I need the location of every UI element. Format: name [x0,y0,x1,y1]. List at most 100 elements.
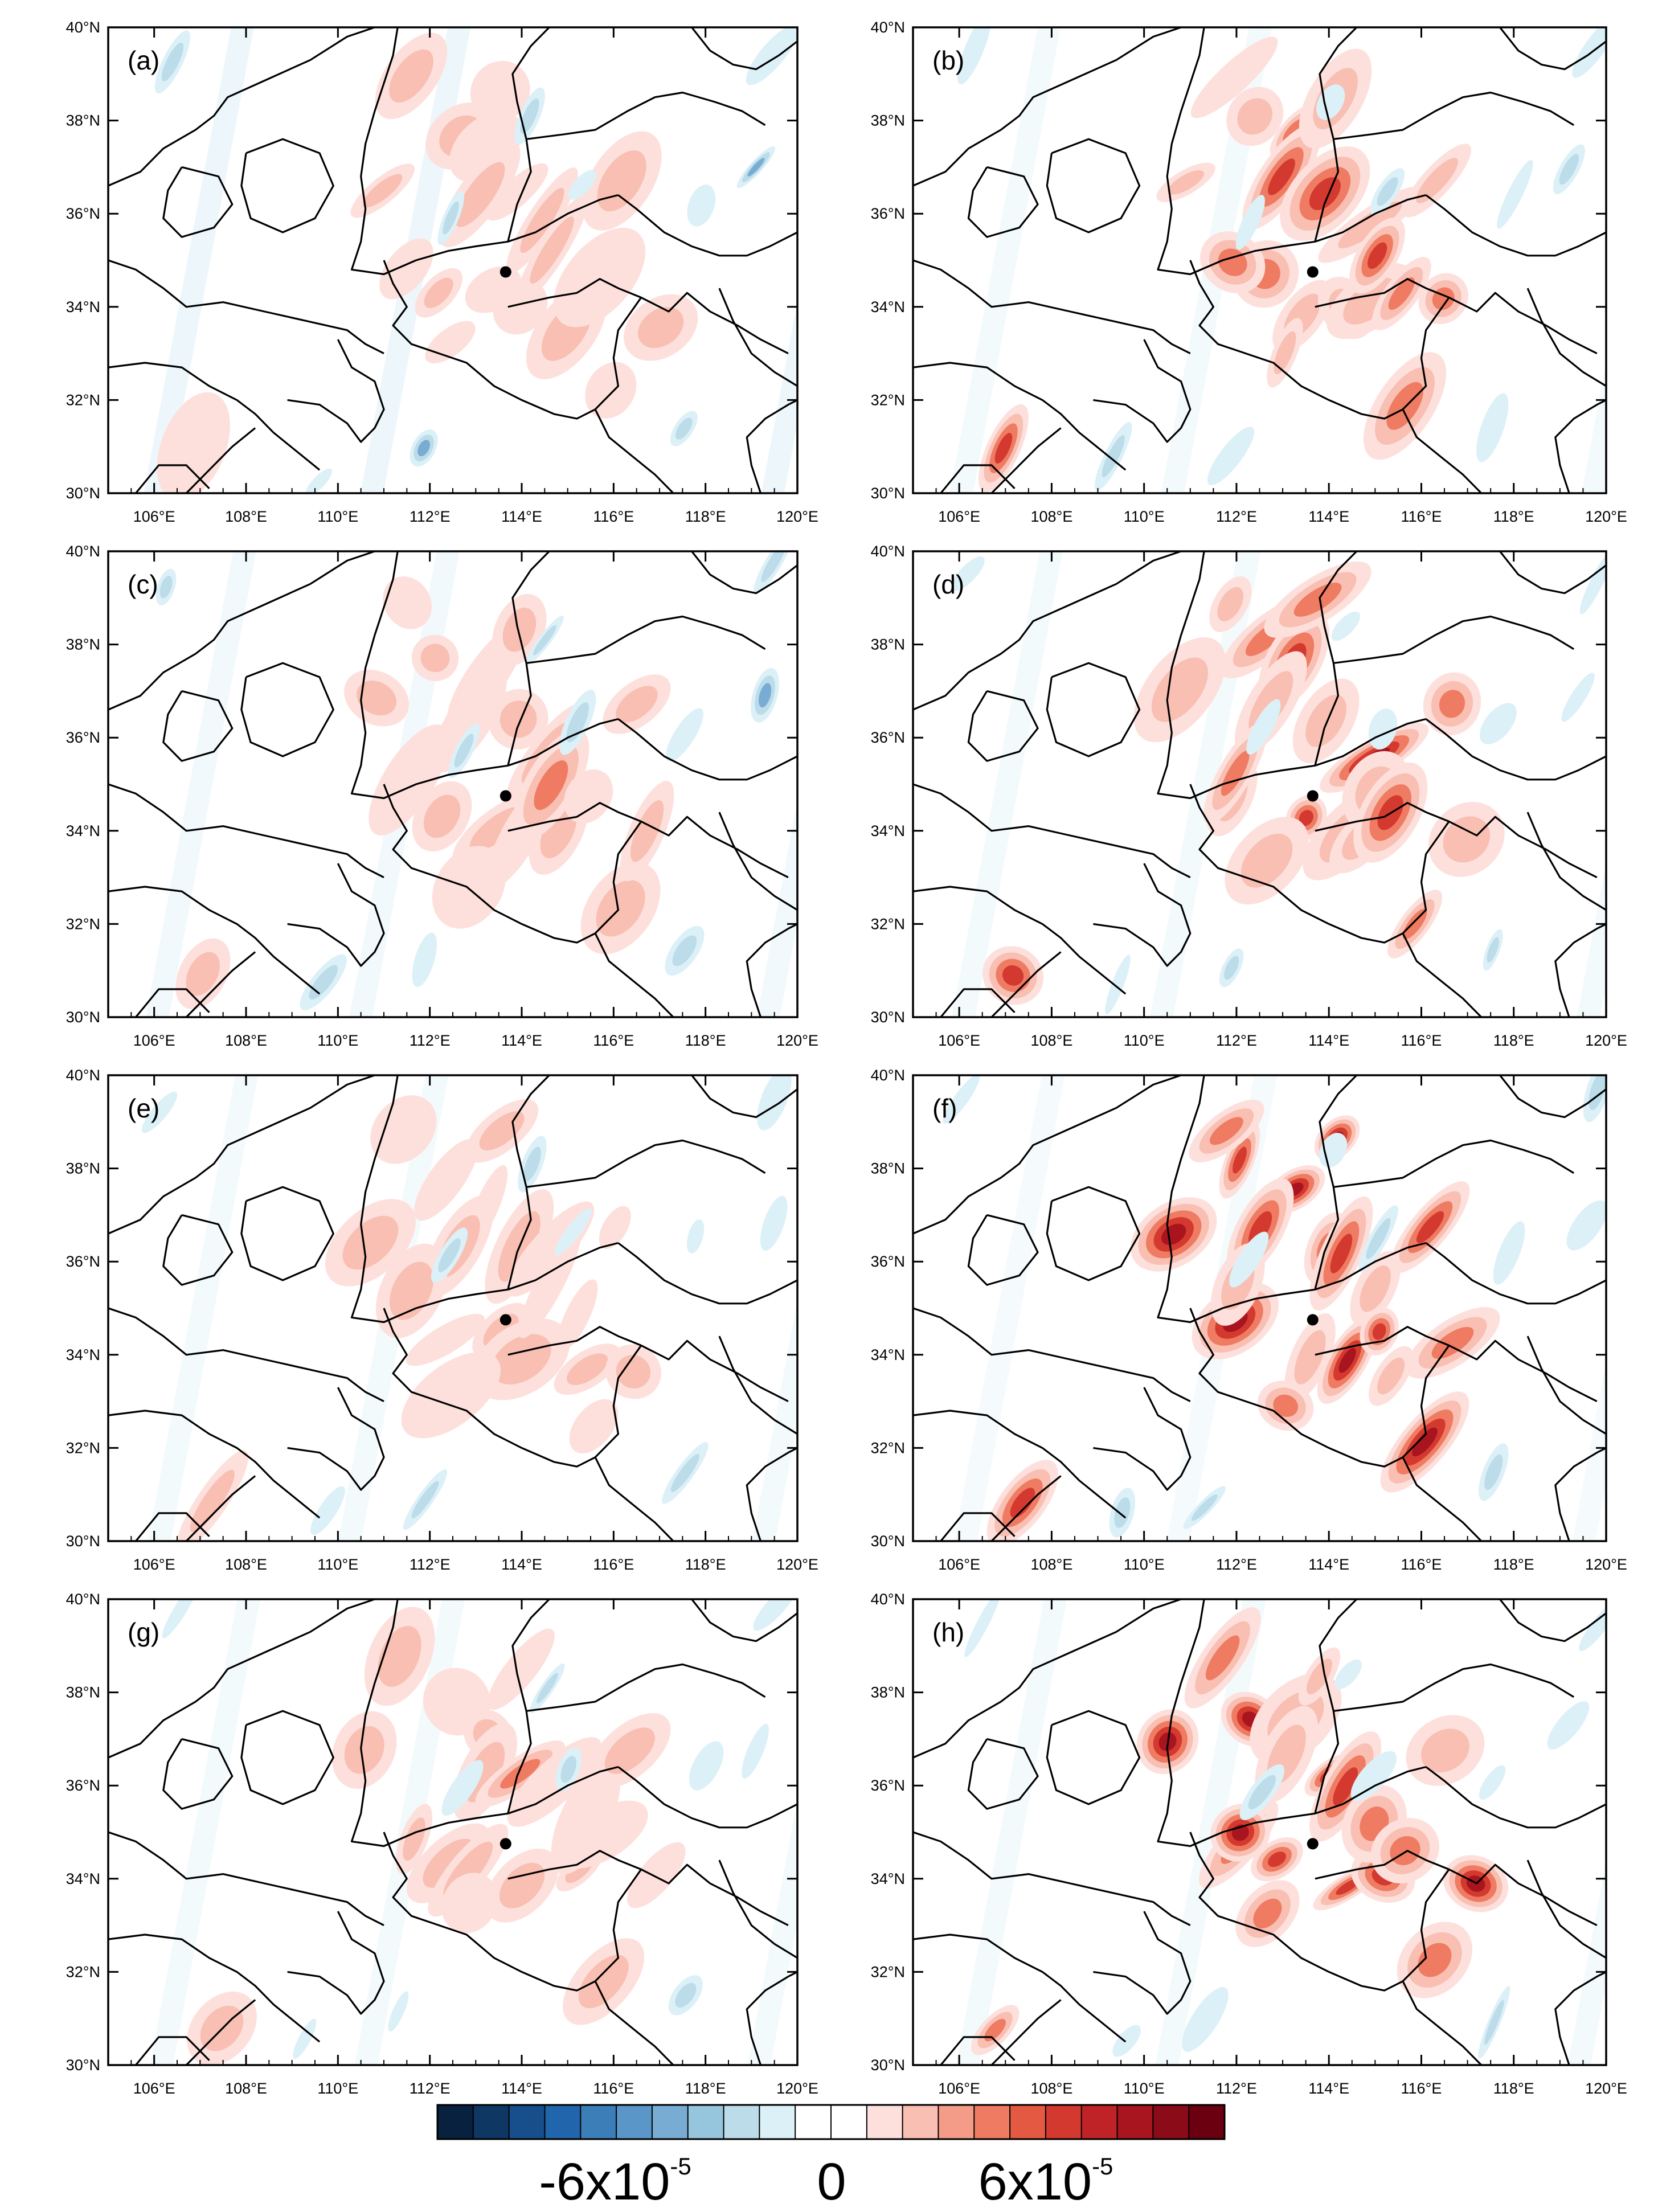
province-border [185,1999,256,2065]
x-tick-label: 108°E [1030,1032,1072,1049]
province-border [1189,1832,1403,1992]
x-tick-label: 120°E [776,1556,818,1573]
y-tick-label: 36°N [66,1253,100,1270]
x-tick-label: 118°E [685,508,726,525]
colorbar-swatch [759,2105,796,2139]
positive-contour [1372,1323,1386,1340]
positive-contour [406,1313,485,1366]
province-borders [913,27,1606,493]
province-border [1315,1765,1426,1814]
y-tick-label: 38°N [66,636,100,653]
panel-label: (f) [932,1093,957,1123]
negative-contour [520,98,539,134]
province-border [1554,923,1606,1017]
y-tick-label: 38°N [66,1160,100,1177]
y-tick-label: 34°N [871,1870,905,1887]
positive-contour [1274,331,1296,374]
negative-band [146,551,256,1017]
positive-contour [597,150,646,212]
x-tick-label: 106°E [938,1556,980,1573]
x-tick-label: 108°E [1030,2080,1072,2097]
y-tick-label: 30°N [66,2057,100,2074]
colorbar: -6x10-5 0 6x10-5 [436,2104,1226,2211]
positive-contour [596,880,645,937]
province-border [507,194,619,243]
province-border [1499,1599,1606,1642]
province-border [1526,812,1606,911]
negative-contour [161,42,184,81]
province-border [990,1999,1062,2065]
y-tick-label: 40°N [871,1591,905,1608]
province-border [350,1599,509,1848]
positive-contour [441,1873,498,1934]
negative-band [1567,1861,1606,2065]
positive-contour [1168,170,1204,195]
negative-band [953,1075,1065,1541]
province-border [108,362,321,471]
negative-band [952,551,1063,1017]
x-tick-label: 120°E [1585,1556,1627,1573]
province-border [1499,551,1606,595]
negative-contour [1476,393,1509,462]
province-border [1314,1599,1358,1814]
negative-contour [687,1219,705,1254]
province-border [287,339,385,443]
y-tick-label: 32°N [66,1439,100,1456]
province-border [913,362,1127,471]
province-border [162,690,234,762]
negative-contour [760,1195,788,1251]
negative-contour [293,2018,317,2059]
x-tick-label: 112°E [1216,508,1257,525]
positive-contour [599,1206,631,1249]
contour-field [146,551,797,1017]
negative-contour [1547,1701,1590,1750]
y-tick-label: 40°N [871,1067,905,1084]
province-border [185,1475,256,1541]
positive-contour [344,1726,384,1774]
colorbar-swatch [1117,2105,1153,2139]
positive-contour [1443,816,1490,863]
x-tick-label: 108°E [1030,508,1072,525]
province-border [940,988,1016,1017]
negative-contour [753,1599,797,1631]
province-border [913,1934,1127,2043]
y-tick-label: 30°N [871,1533,905,1550]
negative-contour [141,1091,178,1133]
province-border [691,27,797,71]
province-border [718,288,797,387]
positive-contour [1330,1234,1353,1273]
positive-contour [1268,158,1295,195]
province-borders [108,27,797,493]
negative-contour [441,1760,484,1816]
positive-contour [363,174,403,208]
positive-contour [616,1355,651,1389]
province-border [108,551,375,711]
y-tick-label: 40°N [66,19,100,36]
panel-d: 106°E 108°E 110°E 112°E 114°E 116°E 118°E 120°E… [871,543,1627,1049]
negative-contour [443,201,459,235]
negative-contour [536,1673,558,1703]
y-tick-label: 36°N [871,205,905,222]
x-tick-label: 110°E [1124,508,1165,525]
x-tick-label: 106°E [938,508,980,525]
colorbar-swatch [1189,2105,1225,2139]
province-border [1315,194,1426,243]
positive-contour [403,1817,425,1861]
positive-contour [1368,242,1387,269]
x-tick-label: 114°E [501,2080,542,2097]
positive-contour [500,1759,541,1789]
province-border [1554,399,1606,493]
positive-contour [1416,1211,1444,1243]
negative-contour [1248,1775,1276,1810]
province-border [913,1075,1182,1235]
panel-b: 106°E 108°E 110°E 112°E 114°E 116°E 118°E 120°E… [871,19,1627,525]
province-borders [913,551,1606,1017]
y-tick-label: 34°N [66,1346,100,1363]
negative-contour [742,1723,769,1779]
positive-contour [492,1334,551,1384]
positive-contour [486,163,548,221]
province-border [108,886,321,995]
negative-contour [1229,1231,1269,1288]
positive-contour [157,392,230,493]
positive-contour [414,1138,478,1221]
